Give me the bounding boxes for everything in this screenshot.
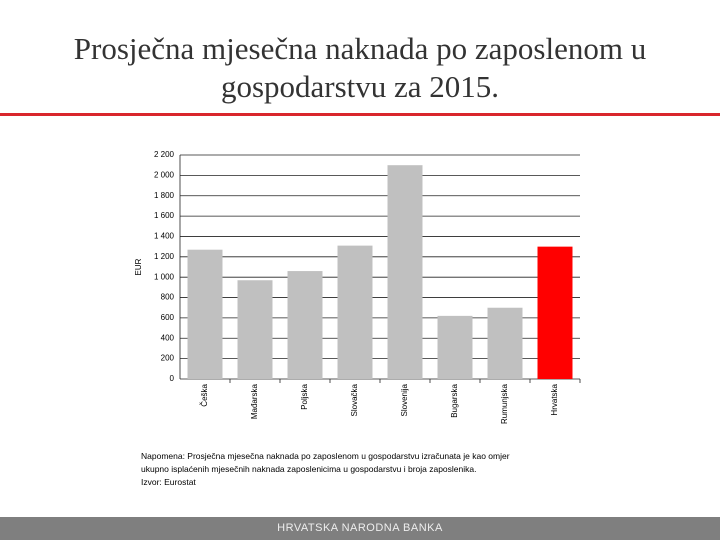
x-tick-label: Slovačka [350, 383, 359, 416]
x-tick-label: Bugarska [450, 383, 459, 417]
title-rule [0, 113, 720, 116]
note: Napomena: Prosječna mjesečna naknada po … [141, 451, 510, 461]
x-tick-label: Poljska [300, 383, 309, 409]
bar [487, 307, 523, 379]
x-tick-label: Rumunjska [500, 383, 509, 424]
bar [187, 249, 223, 379]
y-tick-label: 0 [170, 374, 175, 383]
y-axis-label: EUR [134, 258, 143, 275]
bar [237, 280, 273, 379]
y-tick-label: 800 [161, 293, 175, 302]
y-tick-label: 200 [161, 354, 175, 363]
bar [387, 165, 423, 379]
y-tick-label: 1 600 [154, 211, 175, 220]
y-tick-label: 600 [161, 313, 175, 322]
footer: HRVATSKA NARODNA BANKA [0, 517, 720, 540]
y-tick-label: 1 800 [154, 191, 175, 200]
y-tick-label: 1 000 [154, 272, 175, 281]
note: Izvor: Eurostat [141, 477, 196, 487]
x-tick-label: Slovenija [400, 383, 409, 416]
x-tick-label: Mađarska [250, 383, 259, 419]
note: ukupno isplaćenih mjesečnih naknada zapo… [141, 464, 477, 474]
bar [337, 245, 373, 379]
notes: Napomena: Prosječna mjesečna naknada po … [141, 450, 510, 489]
bar [437, 315, 473, 379]
bar [287, 271, 323, 379]
bar [537, 246, 573, 379]
y-tick-label: 2 200 [154, 150, 175, 159]
y-tick-label: 2 000 [154, 170, 175, 179]
x-tick-label: Češka [200, 383, 209, 406]
y-tick-label: 400 [161, 333, 175, 342]
slide-title: Prosječna mjesečna naknada po zaposlenom… [73, 31, 647, 104]
y-tick-label: 1 400 [154, 232, 175, 241]
y-tick-label: 1 200 [154, 252, 175, 261]
x-tick-label: Hrvatska [550, 383, 559, 415]
